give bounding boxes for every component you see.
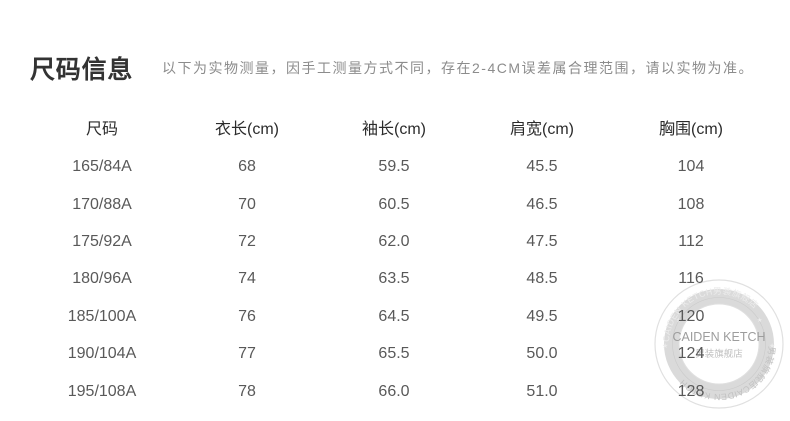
svg-text:CAIDEN KETCH: CAIDEN KETCH bbox=[672, 330, 765, 344]
svg-text:★: ★ bbox=[757, 317, 762, 324]
svg-text:★: ★ bbox=[769, 342, 775, 350]
svg-text:★: ★ bbox=[662, 342, 668, 350]
